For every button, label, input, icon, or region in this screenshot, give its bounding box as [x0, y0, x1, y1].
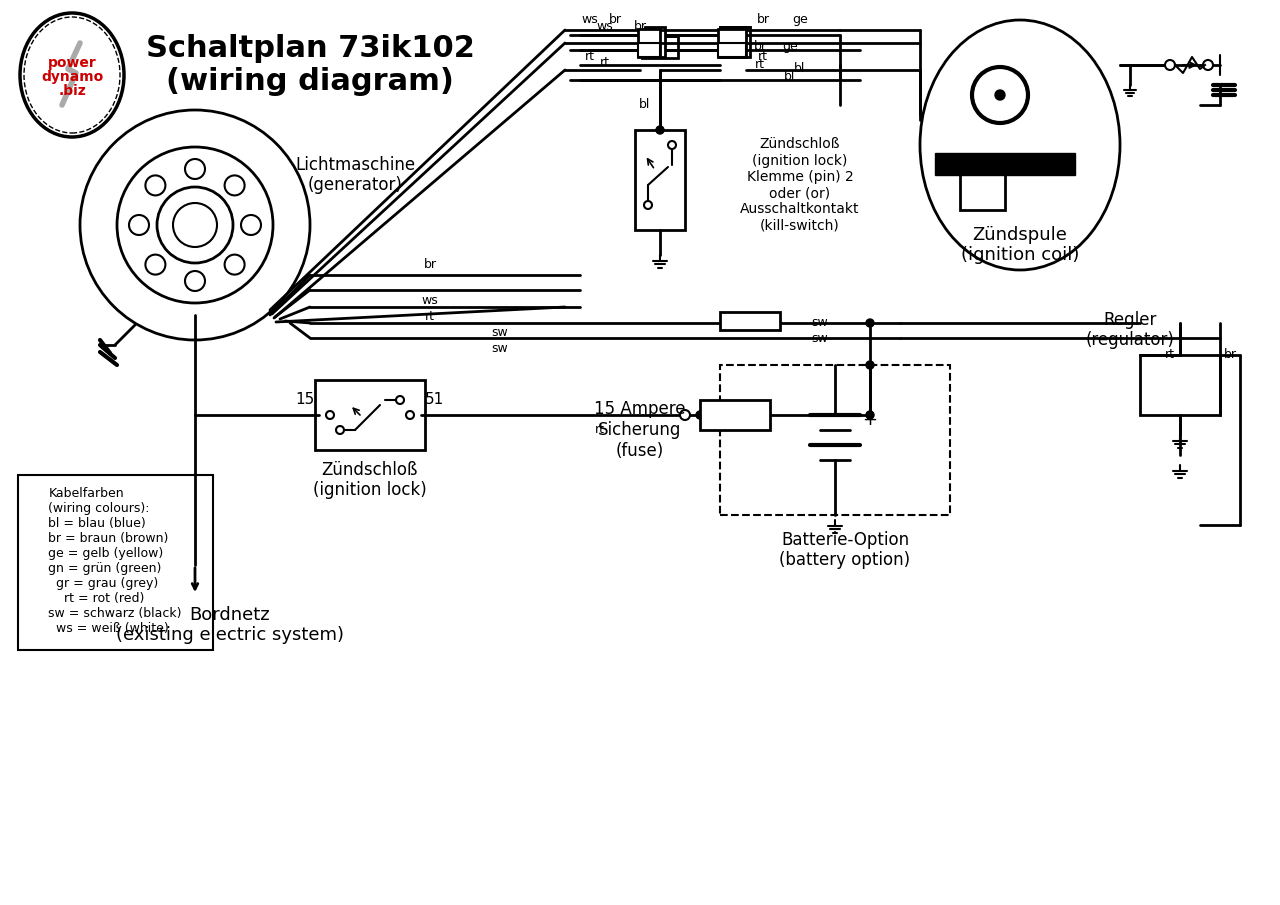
- Circle shape: [241, 215, 261, 235]
- Circle shape: [867, 319, 874, 327]
- Text: br: br: [634, 21, 646, 33]
- Text: rt: rt: [585, 51, 595, 63]
- Text: Zündschloß
(ignition lock): Zündschloß (ignition lock): [314, 461, 426, 500]
- Bar: [315, 380, 425, 450]
- Text: rt: rt: [758, 51, 768, 63]
- Circle shape: [644, 201, 652, 209]
- Circle shape: [396, 396, 404, 404]
- Bar: [637, 29, 660, 57]
- Bar: [718, 29, 746, 57]
- Circle shape: [186, 271, 205, 291]
- Text: Zündschloß
(ignition lock)
Klemme (pin) 2
oder (or)
Ausschaltkontakt
(kill-switc: Zündschloß (ignition lock) Klemme (pin) …: [740, 138, 860, 233]
- Text: dynamo: dynamo: [41, 70, 104, 84]
- Text: 15 Ampere
Sicherung
(fuse): 15 Ampere Sicherung (fuse): [594, 400, 686, 460]
- Bar: [719, 27, 745, 57]
- Text: Schaltplan 73ik102
(wiring diagram): Schaltplan 73ik102 (wiring diagram): [146, 33, 475, 96]
- Text: .biz: .biz: [58, 84, 86, 98]
- Circle shape: [146, 254, 165, 274]
- Bar: [719, 312, 780, 330]
- Text: ws: ws: [421, 293, 438, 307]
- Circle shape: [668, 141, 676, 149]
- Circle shape: [696, 411, 704, 419]
- Text: power: power: [47, 56, 96, 70]
- Text: 51: 51: [425, 393, 444, 407]
- Circle shape: [1165, 60, 1175, 70]
- Text: sw: sw: [492, 327, 508, 339]
- Circle shape: [224, 176, 244, 195]
- Text: br: br: [754, 41, 767, 53]
- Circle shape: [995, 90, 1005, 100]
- Circle shape: [146, 176, 165, 195]
- Bar: [719, 365, 950, 515]
- Circle shape: [224, 254, 244, 274]
- Text: Zündspule
(ignition coil): Zündspule (ignition coil): [961, 225, 1079, 264]
- Text: rt: rt: [595, 424, 605, 436]
- Text: sw: sw: [812, 331, 828, 345]
- Bar: [645, 27, 666, 57]
- Bar: [718, 43, 746, 57]
- Text: rt: rt: [425, 310, 435, 323]
- Bar: [700, 400, 771, 430]
- Text: bl: bl: [795, 62, 805, 75]
- Text: Lichtmaschine
(generator): Lichtmaschine (generator): [294, 156, 415, 195]
- Text: 15: 15: [296, 393, 315, 407]
- Circle shape: [129, 215, 148, 235]
- Circle shape: [157, 187, 233, 263]
- Text: rt: rt: [600, 56, 611, 70]
- Circle shape: [406, 411, 413, 419]
- Text: br: br: [608, 14, 622, 26]
- Circle shape: [680, 410, 690, 420]
- Text: Kabelfarben
(wiring colours):
bl = blau (blue)
br = braun (brown)
ge = gelb (yel: Kabelfarben (wiring colours): bl = blau …: [49, 487, 182, 635]
- Circle shape: [657, 126, 664, 134]
- Bar: [637, 43, 660, 57]
- Text: br: br: [424, 259, 436, 272]
- Text: br: br: [756, 14, 769, 26]
- Bar: [18, 475, 212, 650]
- Text: ws: ws: [596, 21, 613, 33]
- Circle shape: [79, 110, 310, 340]
- Ellipse shape: [20, 13, 124, 137]
- Bar: [934, 153, 1075, 175]
- Circle shape: [972, 67, 1028, 123]
- Text: rt: rt: [755, 59, 765, 71]
- Bar: [1140, 355, 1220, 415]
- Bar: [960, 172, 1005, 210]
- Bar: [719, 27, 750, 57]
- Circle shape: [116, 147, 273, 303]
- Bar: [635, 130, 685, 230]
- Circle shape: [867, 411, 874, 419]
- Circle shape: [186, 159, 205, 179]
- Text: rt: rt: [1165, 348, 1175, 361]
- Text: bl: bl: [639, 99, 650, 111]
- Circle shape: [173, 203, 218, 247]
- Circle shape: [1203, 60, 1213, 70]
- Text: bl: bl: [785, 71, 796, 83]
- Text: Regler
(regulator): Regler (regulator): [1085, 310, 1175, 349]
- Circle shape: [335, 426, 344, 434]
- Ellipse shape: [920, 20, 1120, 270]
- Text: +: +: [863, 411, 878, 429]
- Text: ge: ge: [782, 41, 797, 53]
- Text: br: br: [1224, 348, 1236, 361]
- Circle shape: [326, 411, 334, 419]
- Circle shape: [867, 361, 874, 369]
- Text: ge: ge: [792, 14, 808, 26]
- Text: Bordnetz
(existing electric system): Bordnetz (existing electric system): [116, 605, 344, 644]
- Text: sw: sw: [492, 341, 508, 355]
- Text: ws: ws: [581, 14, 598, 26]
- Text: sw: sw: [812, 317, 828, 329]
- Text: Batterie-Option
(battery option): Batterie-Option (battery option): [780, 530, 910, 569]
- Bar: [643, 36, 678, 58]
